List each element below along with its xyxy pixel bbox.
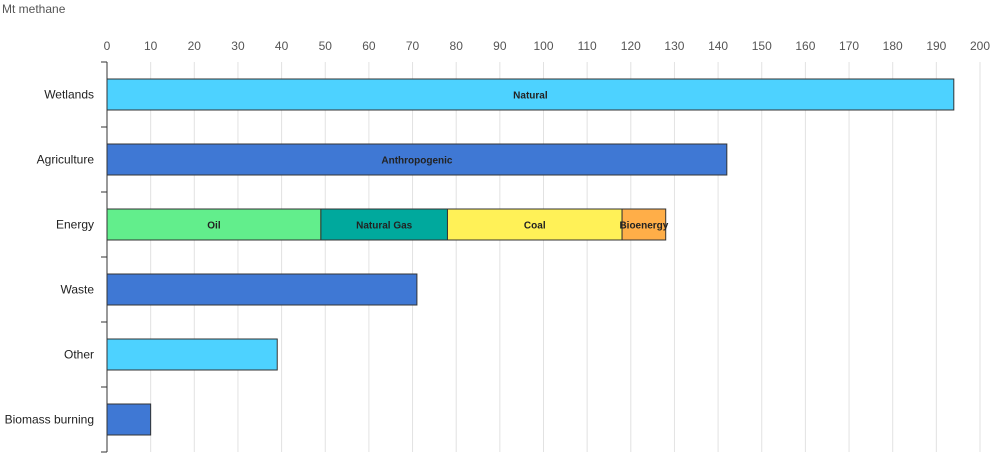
- category-label-other: Other: [64, 348, 94, 362]
- bar-agriculture-anthropogenic: [106, 143, 728, 176]
- category-label-energy: Energy: [56, 218, 94, 232]
- bar-energy-oil: [106, 208, 322, 241]
- x-tick-label-0: 0: [104, 39, 111, 53]
- x-tick-label-120: 120: [621, 39, 641, 53]
- bar-waste-segment-0: [106, 273, 418, 306]
- x-tick-label-60: 60: [362, 39, 376, 53]
- bar-label-wetlands-natural: Natural: [513, 91, 548, 102]
- bar-label-agriculture-anthropogenic: Anthropogenic: [381, 156, 453, 167]
- x-tick-label-70: 70: [406, 39, 420, 53]
- unit-label: Mt methane: [2, 2, 66, 16]
- x-tick-label-200: 200: [970, 39, 990, 53]
- bar-label-energy-oil: Oil: [207, 221, 221, 232]
- bar-label-energy-coal: Coal: [524, 221, 546, 232]
- bar-label-energy-natural-gas: Natural Gas: [356, 221, 413, 232]
- category-label-biomass-burning: Biomass burning: [5, 413, 94, 427]
- bar-wetlands-natural: [106, 78, 955, 111]
- x-tick-label-150: 150: [752, 39, 772, 53]
- x-tick-label-100: 100: [533, 39, 553, 53]
- x-tick-label-110: 110: [578, 39, 597, 53]
- x-tick-label-140: 140: [708, 39, 728, 53]
- category-label-waste: Waste: [60, 283, 94, 297]
- bar-label-energy-bioenergy: Bioenergy: [619, 221, 668, 232]
- x-tick-label-40: 40: [275, 39, 289, 53]
- category-label-agriculture: Agriculture: [37, 153, 95, 167]
- bar-biomass-burning-segment-0: [106, 403, 152, 436]
- x-tick-label-80: 80: [450, 39, 464, 53]
- x-tick-label-20: 20: [188, 39, 202, 53]
- bar-energy-bioenergy: [621, 208, 667, 241]
- x-tick-label-50: 50: [319, 39, 333, 53]
- category-label-wetlands: Wetlands: [44, 88, 94, 102]
- x-tick-label-170: 170: [839, 39, 859, 53]
- x-tick-label-160: 160: [795, 39, 815, 53]
- x-tick-label-30: 30: [231, 39, 245, 53]
- bar-energy-natural-gas: [320, 208, 448, 241]
- x-tick-label-190: 190: [926, 39, 946, 53]
- x-tick-label-10: 10: [144, 39, 158, 53]
- x-tick-label-90: 90: [493, 39, 507, 53]
- x-tick-label-130: 130: [664, 39, 684, 53]
- bar-other-segment-0: [106, 338, 278, 371]
- x-tick-label-180: 180: [883, 39, 903, 53]
